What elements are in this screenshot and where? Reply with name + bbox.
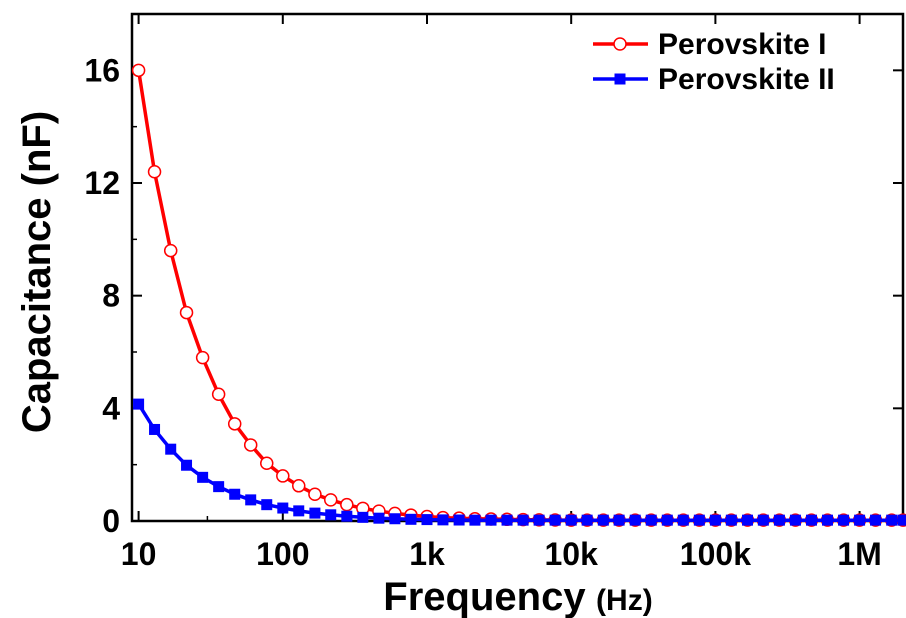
series-2 (133, 398, 906, 526)
y-tick-label: 16 (84, 52, 120, 88)
data-point (323, 493, 338, 507)
data-point (629, 514, 641, 526)
x-axis-title-unit: (Hz) (596, 584, 653, 617)
x-tick-label: 100k (680, 536, 751, 572)
data-point (581, 514, 593, 526)
data-point (308, 487, 322, 501)
data-point (613, 514, 625, 526)
data-point (211, 387, 226, 401)
data-point (165, 443, 177, 455)
data-point (597, 514, 609, 526)
y-tick-label: 4 (102, 390, 120, 426)
data-point (197, 471, 209, 483)
data-point (549, 514, 561, 526)
data-point (405, 513, 417, 525)
data-point (245, 494, 257, 506)
y-tick-label: 8 (102, 278, 120, 314)
data-point (243, 438, 258, 452)
data-point (277, 502, 289, 514)
data-point (373, 512, 385, 524)
data-point (437, 514, 449, 526)
data-point (341, 510, 353, 522)
legend-marker (613, 37, 627, 51)
series-1 (131, 63, 906, 527)
data-point (293, 505, 305, 517)
data-point (838, 514, 850, 526)
y-tick-label: 12 (84, 165, 120, 201)
data-point (163, 243, 178, 258)
legend-marker (614, 73, 626, 85)
data-point (773, 514, 785, 526)
series-layer (131, 63, 906, 527)
y-axis: 0 4 8 12 16 (84, 52, 903, 539)
data-point (325, 509, 337, 521)
data-point (821, 514, 833, 526)
data-point (501, 514, 513, 526)
data-point (309, 507, 321, 519)
data-point (389, 513, 401, 525)
data-point (886, 514, 898, 526)
legend-item: Perovskite II (593, 63, 835, 96)
x-tick-label: 10k (544, 536, 598, 572)
x-tick-label: 1k (409, 536, 445, 572)
legend-label: Perovskite II (658, 63, 835, 96)
data-point (693, 514, 705, 526)
data-point (131, 63, 146, 78)
data-point (517, 514, 529, 526)
data-point (181, 459, 193, 471)
data-point (229, 488, 241, 500)
data-point (453, 514, 465, 526)
data-point (709, 514, 721, 526)
data-point (645, 514, 657, 526)
y-axis-title: Capacitance (nF) (15, 111, 59, 433)
data-point (789, 514, 801, 526)
legend-item: Perovskite I (593, 28, 826, 61)
data-point (854, 514, 866, 526)
series-line (136, 70, 903, 522)
data-point (133, 398, 145, 410)
data-point (725, 514, 737, 526)
x-tick-label: 100 (256, 536, 309, 572)
data-point (742, 514, 754, 526)
data-point (291, 479, 306, 493)
data-point (469, 514, 481, 526)
legend-label: Perovskite I (658, 28, 826, 61)
data-point (565, 514, 577, 526)
x-axis-title-main: Frequency (383, 575, 586, 618)
data-point (179, 305, 194, 320)
data-point (260, 456, 274, 471)
x-axis-title: Frequency (Hz) (383, 575, 652, 618)
x-axis: 10 100 1k 10k 100k 1M (121, 14, 882, 572)
y-tick-label: 0 (102, 503, 120, 539)
data-point (533, 514, 545, 526)
data-point (149, 423, 161, 435)
data-point (677, 514, 689, 526)
x-tick-label: 10 (121, 536, 157, 572)
data-point (276, 469, 290, 483)
data-point (661, 514, 673, 526)
data-point (757, 514, 769, 526)
data-point (213, 481, 225, 493)
data-point (421, 514, 433, 526)
data-point (261, 499, 273, 511)
data-point (870, 514, 882, 526)
data-point (340, 497, 354, 512)
data-point (897, 514, 906, 526)
data-point (147, 164, 162, 179)
data-point (227, 417, 242, 431)
data-point (195, 350, 210, 365)
x-tick-label: 1M (837, 536, 881, 572)
data-point (806, 514, 818, 526)
data-point (485, 514, 497, 526)
data-point (357, 511, 369, 523)
